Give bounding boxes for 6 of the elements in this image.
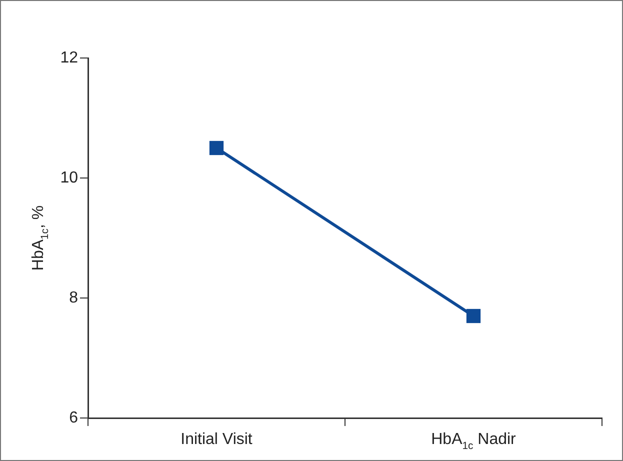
y-tick-label: 6: [69, 409, 78, 426]
y-tick-label: 12: [60, 49, 78, 66]
y-tick-label: 10: [60, 169, 78, 186]
y-tick-label: 8: [69, 289, 78, 306]
x-tick-label: Initial Visit: [180, 431, 253, 448]
y-axis-title: HbA1c, %: [30, 205, 51, 271]
